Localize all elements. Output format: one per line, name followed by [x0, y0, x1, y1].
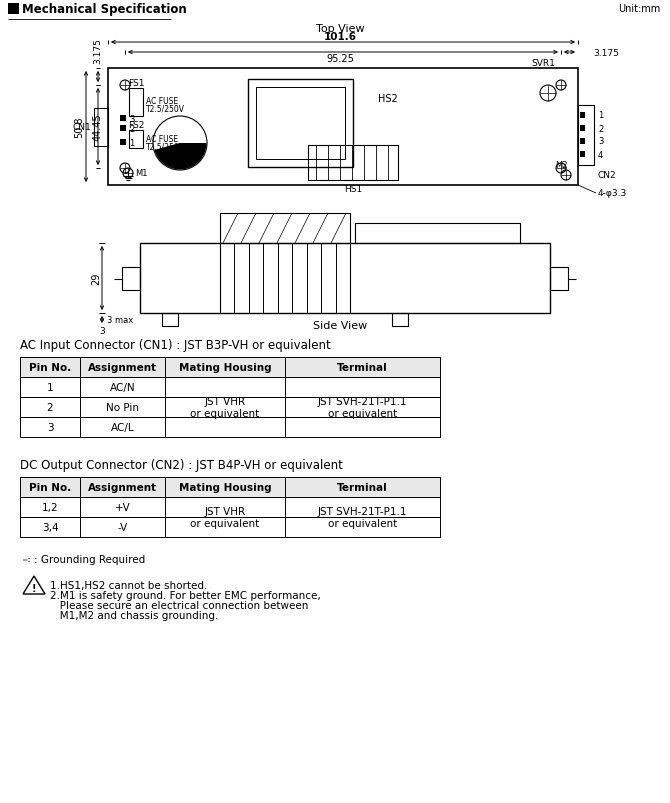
Bar: [578, 106, 594, 165]
Text: Pin No.: Pin No.: [29, 362, 71, 373]
Text: 3: 3: [47, 422, 54, 433]
Text: Side View: Side View: [313, 320, 367, 331]
Text: No Pin: No Pin: [106, 402, 139, 413]
Text: JST SVH-21T-P1.1
or equivalent: JST SVH-21T-P1.1 or equivalent: [318, 507, 407, 528]
Text: Terminal: Terminal: [337, 362, 388, 373]
Text: 1: 1: [47, 382, 54, 393]
Text: CN2: CN2: [598, 171, 616, 181]
Bar: [140, 243, 550, 314]
Bar: [20, 397, 440, 418]
Text: M1,M2 and chassis grounding.: M1,M2 and chassis grounding.: [50, 610, 218, 620]
Text: Assignment: Assignment: [88, 362, 157, 373]
Bar: [248, 80, 353, 168]
Bar: [20, 357, 440, 377]
Text: 4: 4: [598, 150, 603, 159]
Text: FS1: FS1: [128, 79, 144, 88]
Text: Assignment: Assignment: [88, 483, 157, 492]
Bar: [108, 69, 578, 185]
Text: M2: M2: [555, 161, 567, 170]
Text: 1: 1: [598, 112, 603, 120]
Text: AC/N: AC/N: [110, 382, 135, 393]
Text: 2: 2: [47, 402, 54, 413]
Text: 2.M1 is safety ground. For better EMC performance,: 2.M1 is safety ground. For better EMC pe…: [50, 590, 321, 601]
Text: FS2: FS2: [128, 121, 144, 130]
Text: JST VHR
or equivalent: JST VHR or equivalent: [190, 507, 260, 528]
Text: 1.HS1,HS2 cannot be shorted.: 1.HS1,HS2 cannot be shorted.: [50, 581, 208, 590]
Text: Mechanical Specification: Mechanical Specification: [22, 3, 187, 16]
Text: 2: 2: [129, 124, 134, 133]
Bar: [162, 314, 178, 327]
Text: 3: 3: [99, 327, 105, 336]
Text: Please secure an electrical connection between: Please secure an electrical connection b…: [50, 601, 308, 610]
Bar: [308, 146, 398, 181]
Bar: [120, 140, 126, 146]
Text: Pin No.: Pin No.: [29, 483, 71, 492]
Wedge shape: [154, 144, 206, 170]
Bar: [120, 116, 126, 122]
Bar: [20, 497, 440, 517]
Text: 1: 1: [129, 138, 134, 147]
Text: DC Output Connector (CN2) : JST B4P-VH or equivalent: DC Output Connector (CN2) : JST B4P-VH o…: [20, 459, 343, 472]
Text: 2: 2: [598, 124, 603, 133]
Text: AC Input Connector (CN1) : JST B3P-VH or equivalent: AC Input Connector (CN1) : JST B3P-VH or…: [20, 339, 331, 352]
Text: 50.8: 50.8: [74, 116, 84, 138]
Text: 3 max: 3 max: [107, 316, 133, 325]
Text: 3.175: 3.175: [94, 38, 103, 64]
Text: 44.45: 44.45: [93, 113, 103, 141]
Text: 3,4: 3,4: [42, 522, 58, 532]
Bar: [580, 152, 585, 158]
Bar: [20, 478, 440, 497]
Bar: [20, 418, 440, 438]
Bar: [20, 377, 440, 397]
Text: ∹ : Grounding Required: ∹ : Grounding Required: [22, 554, 145, 565]
Text: -V: -V: [117, 522, 127, 532]
Text: HS1: HS1: [344, 184, 362, 194]
Text: T2.5/250V: T2.5/250V: [146, 104, 185, 113]
Bar: [120, 126, 126, 132]
Text: T2.5/250V: T2.5/250V: [146, 142, 185, 151]
Bar: [550, 267, 568, 291]
Text: 3: 3: [598, 137, 604, 146]
Bar: [8, 4, 19, 15]
Text: JST VHR
or equivalent: JST VHR or equivalent: [190, 397, 260, 418]
Text: Unit:mm: Unit:mm: [618, 5, 660, 14]
Text: HS2: HS2: [378, 94, 398, 104]
Text: 4-φ3.3: 4-φ3.3: [598, 190, 627, 198]
Text: 95.25: 95.25: [326, 54, 354, 64]
Bar: [580, 126, 585, 132]
Text: 29: 29: [91, 272, 101, 285]
Text: CN1: CN1: [72, 123, 91, 132]
Text: AC/L: AC/L: [111, 422, 134, 433]
Text: +V: +V: [115, 503, 131, 512]
Bar: [94, 108, 108, 146]
Bar: [129, 89, 143, 117]
Bar: [256, 88, 345, 160]
Text: 3: 3: [129, 114, 135, 124]
Text: AC FUSE: AC FUSE: [146, 134, 178, 143]
Bar: [580, 139, 585, 145]
Text: SVR1: SVR1: [531, 59, 555, 68]
Text: Top View: Top View: [316, 24, 364, 34]
Bar: [392, 314, 408, 327]
Text: 101.6: 101.6: [324, 32, 356, 42]
Bar: [129, 131, 143, 149]
Text: M1: M1: [135, 169, 147, 178]
Polygon shape: [23, 577, 45, 594]
Text: !: !: [31, 583, 36, 593]
Bar: [122, 267, 140, 291]
Circle shape: [153, 117, 207, 171]
Bar: [20, 517, 440, 537]
Text: JST SVH-21T-P1.1
or equivalent: JST SVH-21T-P1.1 or equivalent: [318, 397, 407, 418]
Text: AC FUSE: AC FUSE: [146, 96, 178, 105]
Text: Mating Housing: Mating Housing: [179, 362, 271, 373]
Bar: [355, 224, 520, 243]
Text: 3.175: 3.175: [593, 48, 619, 58]
Bar: [580, 113, 585, 119]
Text: 1,2: 1,2: [42, 503, 58, 512]
Bar: [220, 214, 350, 243]
Text: Mating Housing: Mating Housing: [179, 483, 271, 492]
Text: Terminal: Terminal: [337, 483, 388, 492]
